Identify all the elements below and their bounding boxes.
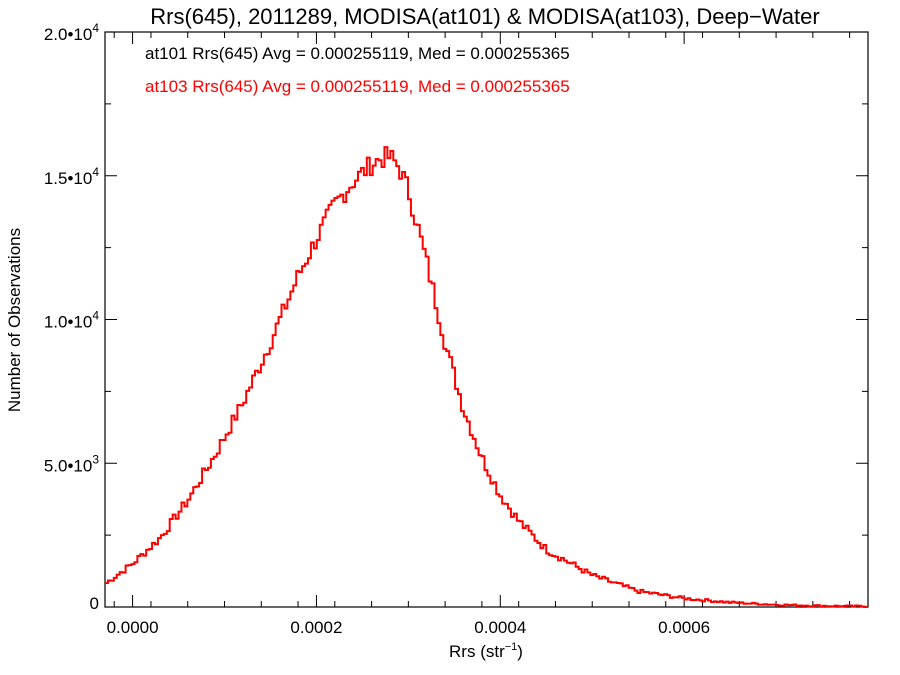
y-tick-label: 0 xyxy=(90,594,99,613)
x-tick-label: 0.0002 xyxy=(290,618,342,637)
x-axis-label-superscript: −1 xyxy=(505,641,518,653)
axis-ticks xyxy=(105,31,868,608)
y-axis-label: Number of Observations xyxy=(5,228,24,412)
x-axis-label: Rrs (str−1) xyxy=(449,641,523,661)
x-tick-label: 0.0006 xyxy=(658,618,710,637)
plot-frame xyxy=(104,31,869,608)
x-tick-label: 0.0004 xyxy=(474,618,526,637)
y-tick-label: 1.0•104 xyxy=(44,309,100,332)
series-line xyxy=(105,146,868,608)
y-tick-labels: 0 5.0•103 1.0•104 1.5•104 2.0•104 xyxy=(44,21,100,613)
x-axis-label-main: Rrs (str xyxy=(449,642,505,661)
y-tick-label: 1.5•104 xyxy=(44,165,100,188)
y-tick-label: 2.0•104 xyxy=(44,21,100,44)
x-tick-labels: 0.0000 0.0002 0.0004 0.0006 xyxy=(107,618,711,637)
annotation-at101: at101 Rrs(645) Avg = 0.000255119, Med = … xyxy=(145,44,570,63)
chart-title: Rrs(645), 2011289, MODISA(at101) & MODIS… xyxy=(150,4,819,29)
annotation-at103: at103 Rrs(645) Avg = 0.000255119, Med = … xyxy=(145,77,570,96)
x-axis-label-end: ) xyxy=(517,642,523,661)
x-tick-label: 0.0000 xyxy=(107,618,159,637)
y-tick-label: 5.0•103 xyxy=(44,452,100,475)
